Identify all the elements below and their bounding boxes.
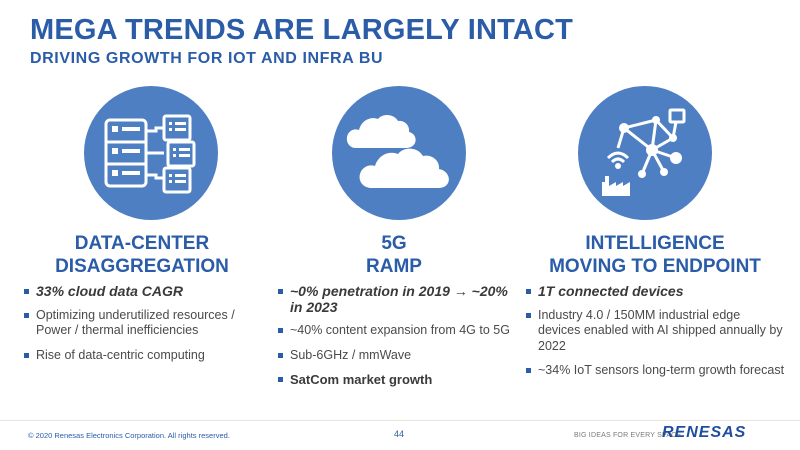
footer-divider bbox=[0, 420, 800, 421]
heading-line-2: DISAGGREGATION bbox=[55, 256, 229, 277]
data-center-server-icon bbox=[84, 86, 218, 220]
bullet-list: 1T connected devices Industry 4.0 / 150M… bbox=[524, 283, 786, 379]
bullet-item: ~34% IoT sensors long-term growth foreca… bbox=[524, 363, 786, 379]
bullet-item: Rise of data-centric computing bbox=[22, 348, 262, 364]
column-heading: 5G RAMP bbox=[276, 232, 512, 278]
tagline: BIG IDEAS FOR EVERY SPACE bbox=[574, 432, 682, 439]
bullet-item: ~0% penetration in 2019 → ~20% in 2023 bbox=[276, 283, 512, 315]
bullet-item: 33% cloud data CAGR bbox=[22, 283, 262, 300]
heading-line-1: INTELLIGENCE bbox=[585, 233, 725, 254]
cloud-icon bbox=[332, 86, 466, 220]
column-intelligence: INTELLIGENCE MOVING TO ENDPOINT 1T conne… bbox=[524, 232, 786, 388]
bullet-item: Optimizing underutilized resources / Pow… bbox=[22, 308, 262, 339]
column-heading: INTELLIGENCE MOVING TO ENDPOINT bbox=[524, 232, 786, 278]
iot-network-icon bbox=[578, 86, 712, 220]
copyright-text: © 2020 Renesas Electronics Corporation. … bbox=[28, 431, 230, 440]
page-number: 44 bbox=[394, 429, 405, 439]
column-heading: DATA-CENTER DISAGGREGATION bbox=[22, 232, 262, 278]
column-5g: 5G RAMP ~0% penetration in 2019 → ~20% i… bbox=[276, 232, 512, 397]
bullet-list: 33% cloud data CAGR Optimizing underutil… bbox=[22, 283, 262, 364]
heading-line-2: MOVING TO ENDPOINT bbox=[549, 256, 761, 277]
heading-line-1: DATA-CENTER bbox=[74, 233, 210, 254]
slide-title: MEGA TRENDS ARE LARGELY INTACT bbox=[30, 14, 574, 46]
slide-subtitle: DRIVING GROWTH FOR IOT AND INFRA BU bbox=[30, 50, 384, 67]
bullet-item: ~40% content expansion from 4G to 5G bbox=[276, 323, 512, 339]
column-data-center: DATA-CENTER DISAGGREGATION 33% cloud dat… bbox=[22, 232, 262, 372]
heading-line-2: RAMP bbox=[366, 256, 422, 277]
bullet-item: SatCom market growth bbox=[276, 372, 512, 388]
bullet-item: 1T connected devices bbox=[524, 283, 786, 300]
heading-line-1: 5G bbox=[381, 233, 407, 254]
bullet-item: Sub-6GHz / mmWave bbox=[276, 348, 512, 364]
bullet-item: Industry 4.0 / 150MM industrial edge dev… bbox=[524, 308, 786, 355]
bullet-list: ~0% penetration in 2019 → ~20% in 2023 ~… bbox=[276, 283, 512, 388]
renesas-logo: RENESAS bbox=[662, 424, 747, 441]
